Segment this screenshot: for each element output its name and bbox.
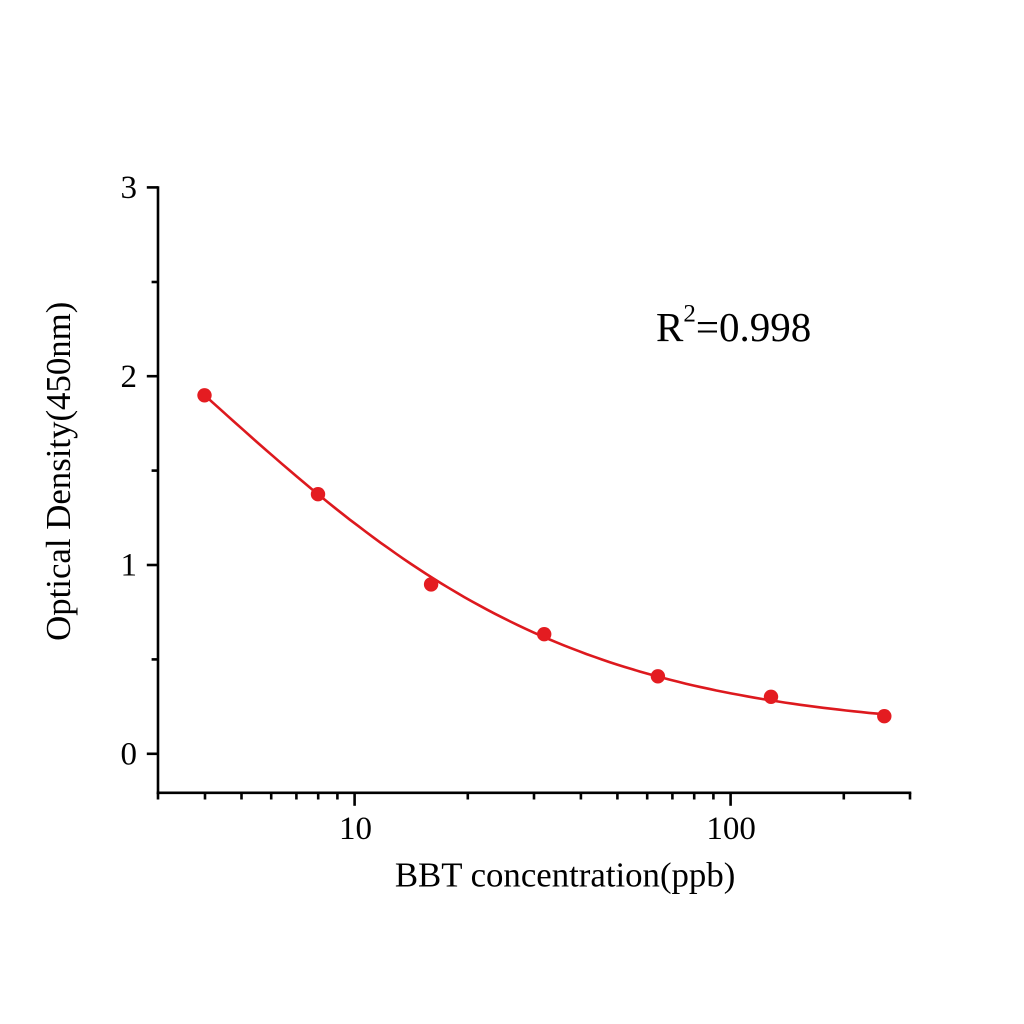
svg-text:Optical Density(450nm): Optical Density(450nm)	[39, 302, 78, 641]
svg-text:3: 3	[121, 170, 138, 206]
svg-text:100: 100	[706, 811, 756, 847]
svg-text:1: 1	[121, 548, 138, 584]
svg-text:BBT concentration(ppb): BBT concentration(ppb)	[395, 856, 735, 895]
svg-text:2: 2	[121, 359, 138, 395]
svg-text:10: 10	[339, 811, 372, 847]
svg-text:R2=0.998: R2=0.998	[656, 301, 811, 351]
svg-text:0: 0	[121, 736, 138, 772]
